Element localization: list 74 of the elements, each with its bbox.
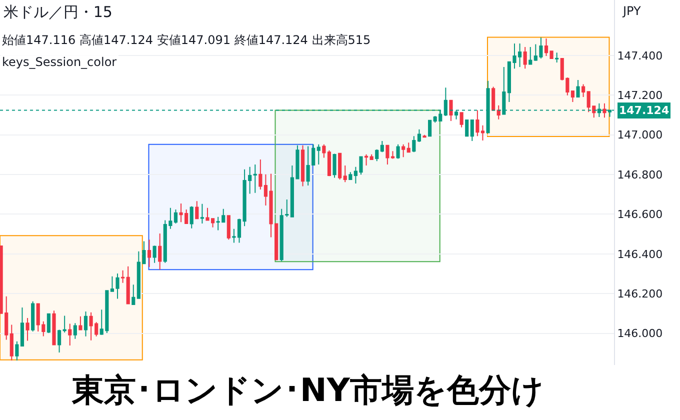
candlestick <box>370 154 374 160</box>
y-tick-label: 146.800 <box>617 168 663 182</box>
candlestick <box>62 315 66 333</box>
y-tick-label: 147.200 <box>617 89 663 102</box>
candlestick <box>327 150 332 177</box>
candlestick <box>20 306 24 346</box>
ref-line-label: 147.124 <box>619 104 670 117</box>
text: JPY <box>622 4 642 18</box>
candlestick <box>470 120 474 142</box>
candlestick <box>121 270 125 284</box>
y-tick-label: 146.200 <box>617 287 663 300</box>
candlestick <box>422 134 426 138</box>
candlestick <box>200 203 204 224</box>
candlestick <box>132 284 136 305</box>
candlestick <box>126 266 130 304</box>
candlestick <box>343 164 347 183</box>
candlestick <box>332 153 336 178</box>
candlestick <box>195 200 199 220</box>
chart-title: 米ドル／円・15 <box>3 2 112 21</box>
candlestick <box>396 144 400 160</box>
candlestick <box>523 46 527 70</box>
candlestick <box>84 310 88 337</box>
text: 東京･ロンドン･NY市場を色分け <box>71 371 544 409</box>
y-tick-label: 146.600 <box>617 208 663 222</box>
candlestick <box>226 215 230 240</box>
candlestick <box>496 104 500 120</box>
candlestick <box>476 110 480 137</box>
candlestick <box>528 46 532 65</box>
candlestick <box>417 128 422 143</box>
candlestick <box>480 124 485 141</box>
candlestick <box>15 340 19 361</box>
candlestick <box>73 322 77 340</box>
candlestick <box>602 102 606 118</box>
candlestick <box>26 317 30 342</box>
candlestick <box>46 313 50 334</box>
candlestick <box>253 164 257 194</box>
candlestick <box>68 323 72 346</box>
candlestick <box>147 239 152 268</box>
candlestick <box>576 79 580 98</box>
candlestick <box>258 158 262 190</box>
candlestick <box>570 90 575 102</box>
y-tick-label: 147.000 <box>617 128 663 142</box>
candlestick <box>322 144 326 158</box>
candlestick <box>152 245 156 264</box>
candlestick <box>449 100 453 122</box>
candlestick <box>364 154 368 166</box>
candlestick <box>57 329 62 353</box>
candlestick <box>555 52 559 63</box>
candlestick <box>375 148 379 162</box>
candlestick <box>492 86 496 111</box>
candlestick <box>338 152 342 180</box>
candlestick <box>380 140 384 153</box>
candlestick <box>460 112 464 128</box>
candlestick <box>31 300 35 332</box>
candlestick <box>348 172 352 180</box>
candlestick <box>402 144 406 158</box>
candlestick <box>300 144 305 187</box>
candlestick <box>582 84 586 98</box>
y-tick-label: 146.400 <box>617 248 663 261</box>
candlestick <box>174 208 178 224</box>
y-tick-label: 146.000 <box>617 327 663 340</box>
candlestick <box>78 316 82 330</box>
candlestick <box>412 136 416 153</box>
candlestick <box>316 144 320 165</box>
candlestick <box>158 232 162 270</box>
candlestick <box>190 206 194 229</box>
candlestick <box>428 120 432 137</box>
candlestick <box>465 120 469 137</box>
candlestick <box>10 324 14 361</box>
annotation: keys_Session_color <box>2 55 117 69</box>
candlestick <box>52 310 56 346</box>
y-tick-label: 147.400 <box>617 49 663 62</box>
candlestick <box>406 142 410 153</box>
text: 始値147.116 高値147.124 安値147.091 終値147.124 出来高515 <box>2 33 371 47</box>
